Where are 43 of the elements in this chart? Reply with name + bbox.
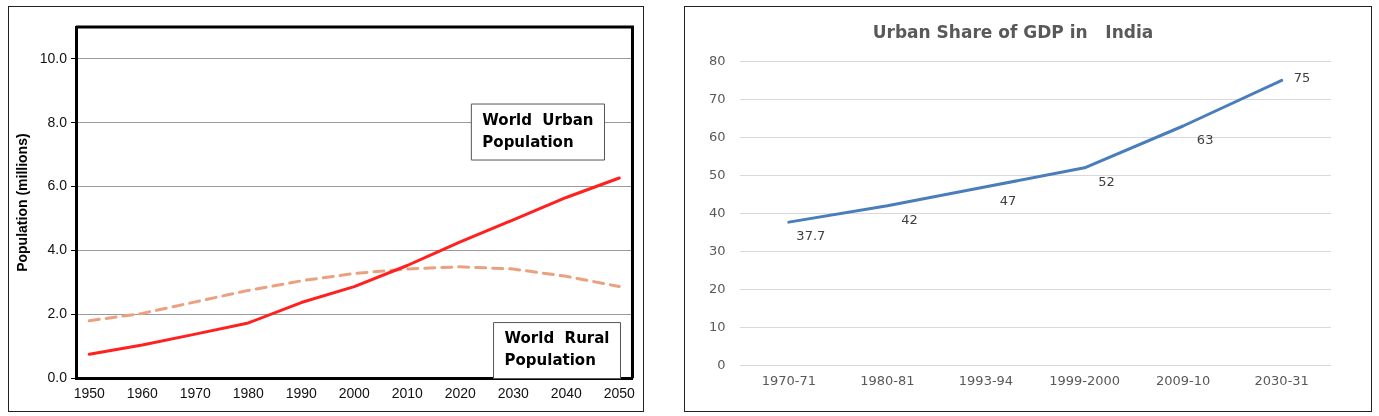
y-tick-label: 2.0 — [47, 305, 68, 322]
x-tick-label: 1990 — [285, 385, 318, 402]
data-label: 47 — [999, 192, 1017, 208]
x-tick-label: 2009-10 — [1155, 372, 1211, 388]
data-label: 63 — [1196, 131, 1214, 147]
x-tick-label: 2010 — [391, 385, 424, 402]
x-tick-label: 2040 — [550, 385, 583, 402]
x-tick-label: 2050 — [603, 385, 636, 402]
text: World Rural Population — [504, 329, 610, 370]
x-tick-label: 2030-31 — [1254, 372, 1309, 388]
y-tick-label: 80 — [709, 52, 726, 68]
x-tick-label: 1970 — [179, 385, 212, 402]
x-tick-label: 2030 — [497, 385, 530, 402]
y-tick-label: 0 — [717, 356, 726, 372]
y-tick-label: 8.0 — [47, 113, 68, 130]
y-tick-label: 70 — [709, 90, 726, 106]
x-tick-label: 1960 — [126, 385, 159, 402]
y-tick-label: 60 — [709, 128, 726, 144]
x-tick-label: 1980-81 — [860, 372, 915, 388]
chart-title: Urban Share of GDP in India — [872, 21, 1154, 42]
y-tick-label: 10.0 — [39, 49, 68, 66]
data-label: 52 — [1098, 173, 1115, 189]
x-tick-label: 1999-2000 — [1049, 372, 1120, 388]
text: World Urban Population — [482, 110, 594, 151]
x-tick-label: 2020 — [444, 385, 477, 402]
x-tick-label: 1993-94 — [958, 372, 1014, 388]
data-label: 42 — [901, 211, 918, 227]
y-tick-label: 30 — [709, 242, 726, 258]
y-axis-title: Population (millions) — [14, 133, 31, 272]
y-tick-label: 20 — [709, 280, 726, 296]
x-tick-label: 1970-71 — [761, 372, 816, 388]
line-series — [87, 265, 621, 323]
y-tick-label: 6.0 — [47, 177, 68, 194]
data-label: 75 — [1293, 70, 1311, 86]
x-tick-label: 1980 — [232, 385, 265, 402]
y-tick-label: 0.0 — [47, 369, 68, 386]
y-tick-label: 10 — [709, 318, 726, 334]
y-tick-label: 40 — [709, 204, 726, 220]
x-tick-label: 1950 — [73, 385, 106, 402]
y-tick-label: 4.0 — [47, 241, 68, 258]
x-tick-label: 2000 — [338, 385, 371, 402]
y-tick-label: 50 — [709, 166, 726, 182]
data-label: 37.7 — [796, 228, 826, 244]
